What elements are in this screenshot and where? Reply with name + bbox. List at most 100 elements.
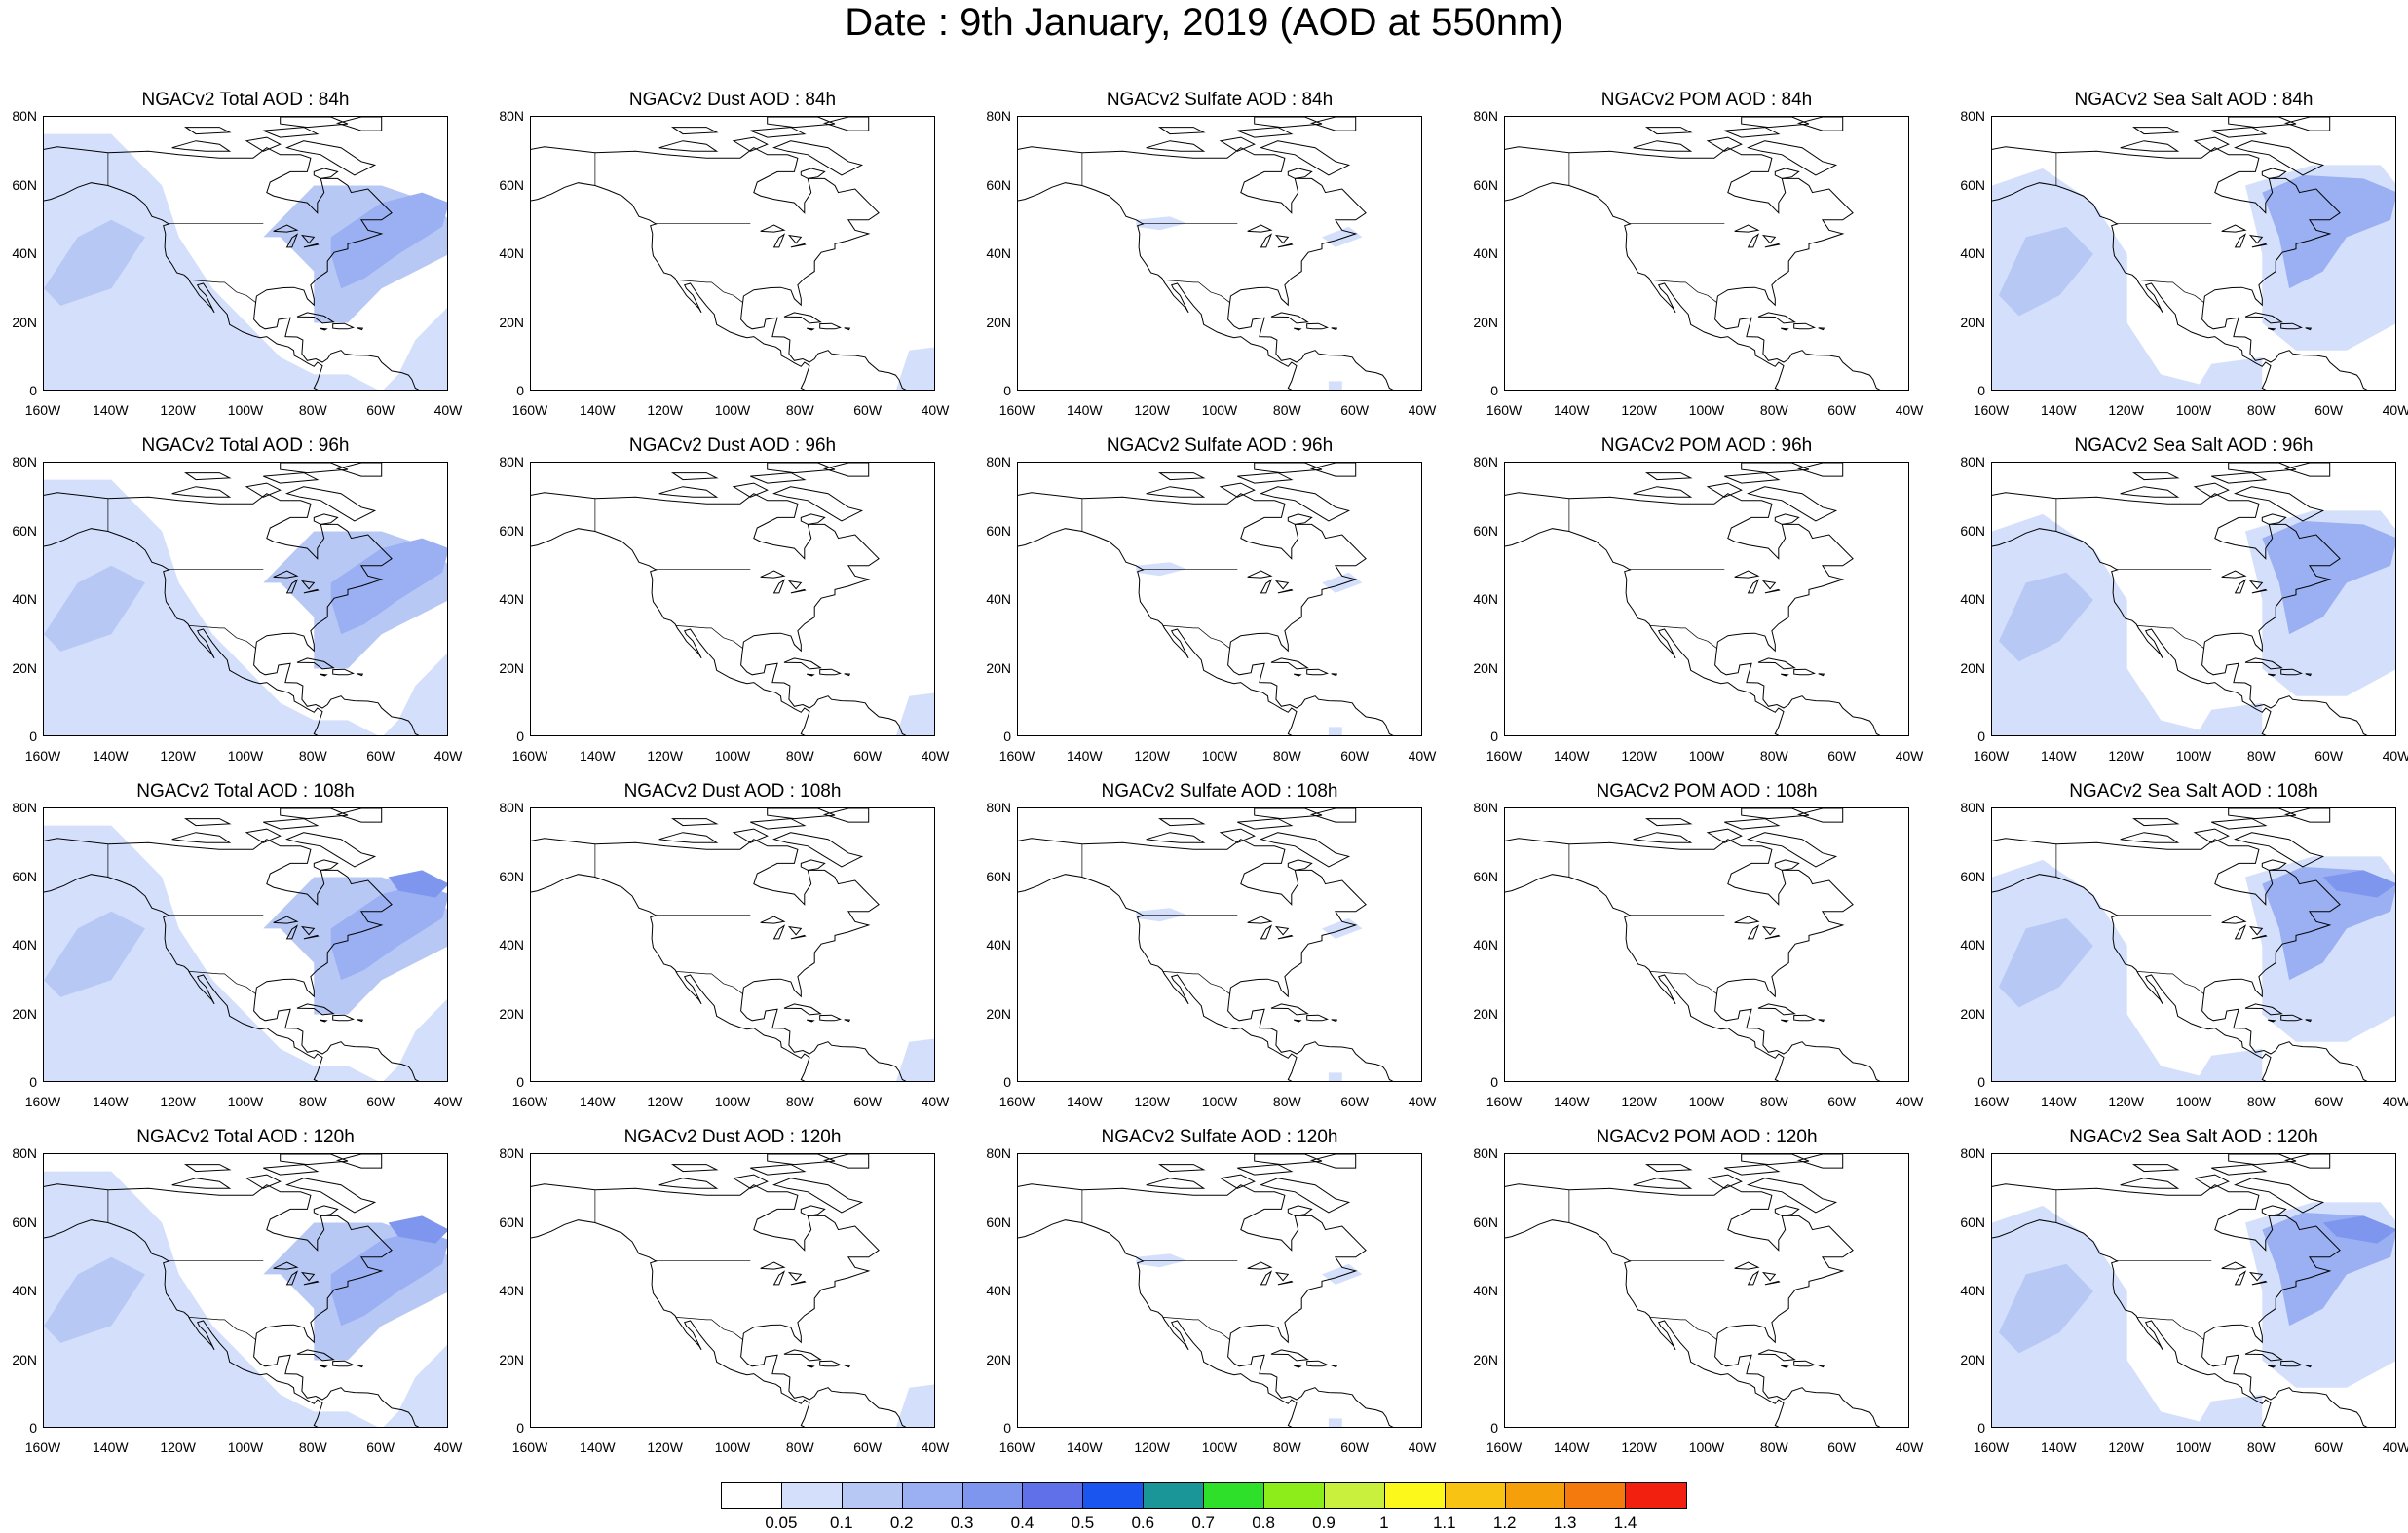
aod-shading [2322,1215,2395,1244]
coastline [2305,327,2313,331]
coastline [285,233,299,248]
coastline [1724,818,1781,830]
lat-tick-label: 0 [29,729,37,744]
lon-tick-label: 140W [93,1094,129,1109]
lon-tick-label: 160W [511,402,548,418]
lat-tick-label: 80N [12,1145,37,1161]
coastline [1992,492,2368,735]
colorbar-swatch [722,1483,782,1508]
lon-tick-label: 120W [2108,1094,2144,1109]
aod-shading [896,347,934,390]
coastline [303,588,320,594]
map-svg [531,463,934,735]
coastline [1254,117,1323,129]
coastline [531,838,907,1081]
lat-tick-label: 20N [1473,1351,1498,1367]
coastline [1757,312,1796,324]
lon-tick-label: 120W [647,402,683,418]
lon-tick-label: 100W [227,748,264,764]
coastline [1796,463,1844,477]
aod-shading [44,565,145,652]
coastline [1018,182,1298,390]
coastline [2211,127,2268,138]
lon-tick-label: 60W [853,402,883,418]
lat-tick-label: 80N [1473,1145,1498,1161]
colorbar-label: 1.2 [1492,1514,1517,1532]
lat-tick-label: 0 [1977,729,1985,744]
coastline [1992,874,2272,1081]
lat-tick-label: 40N [986,1283,1011,1298]
coastline [1706,482,1743,498]
coastline [2261,1205,2287,1216]
coastline [819,668,842,676]
border [1163,971,1230,994]
coastline [2211,1164,2268,1176]
aod-shading [330,883,447,981]
coastline [1747,140,1838,176]
lat-tick-label: 80N [986,800,1011,815]
colorbar-label: 0.4 [1010,1514,1035,1532]
coastline [2280,322,2303,330]
aod-shading [44,133,378,390]
coastline [263,1164,320,1176]
coastline [822,1154,870,1169]
lon-tick-label: 100W [2175,1094,2212,1109]
coastline [1734,1261,1760,1270]
lat-tick-label: 0 [29,383,37,398]
coastline [357,673,364,677]
lat-tick-label: 60N [1960,176,1985,193]
coastline [1287,1205,1313,1216]
coastline [303,1280,320,1286]
coastline [760,1261,786,1270]
coastline [1260,924,1273,940]
coastline [263,127,320,138]
map-panel [1991,462,2396,736]
coastline [1741,1154,1810,1166]
aod-shading [1328,381,1342,390]
map-panel [43,807,448,1082]
coastline [280,117,349,129]
coastline [273,224,299,233]
lat-tick-label: 20N [1960,314,1985,330]
lat-tick-label: 40N [12,937,37,953]
coastline [1294,1365,1302,1368]
main-title: Date : 9th January, 2019 (AOD at 550nm) [845,1,1563,44]
aod-shading [44,1171,378,1427]
lon-tick-label: 100W [2175,748,2212,764]
map-panel [530,807,935,1082]
coastline [1734,224,1760,233]
lon-tick-label: 120W [1621,1440,1657,1455]
coastline [2193,828,2230,843]
coastline [1505,1219,1785,1427]
coastline [335,1154,383,1169]
coastline [2251,243,2268,248]
border [1650,1317,1717,1340]
coastline [285,1270,299,1286]
lon-tick-label: 40W [1408,402,1437,418]
coastline [760,224,786,233]
map-svg [1505,463,1881,735]
coastline [2193,136,2230,152]
coastline [1331,327,1338,331]
lon-tick-label: 40W [1895,748,1924,764]
coastline [44,182,323,390]
panel-title: NGACv2 Sulfate AOD : 84h [1106,90,1334,110]
lat-tick-label: 20N [12,314,37,330]
colorbar-label: 0.3 [950,1514,974,1532]
coastline [285,1178,377,1214]
border [189,280,256,303]
coastline [296,1003,335,1016]
lon-tick-label: 80W [2246,1440,2276,1455]
coastline [1741,808,1810,820]
coastline [2131,818,2180,827]
lon-tick-label: 140W [1554,1440,1590,1455]
lon-tick-label: 60W [1827,1440,1857,1455]
coastline [2120,140,2180,152]
coastline [2234,579,2247,594]
coastline [787,580,803,590]
colorbar-swatch [902,1483,963,1508]
border [1650,625,1717,649]
lat-tick-label: 20N [986,314,1011,330]
coastline [1237,818,1294,830]
coastline [171,486,232,498]
